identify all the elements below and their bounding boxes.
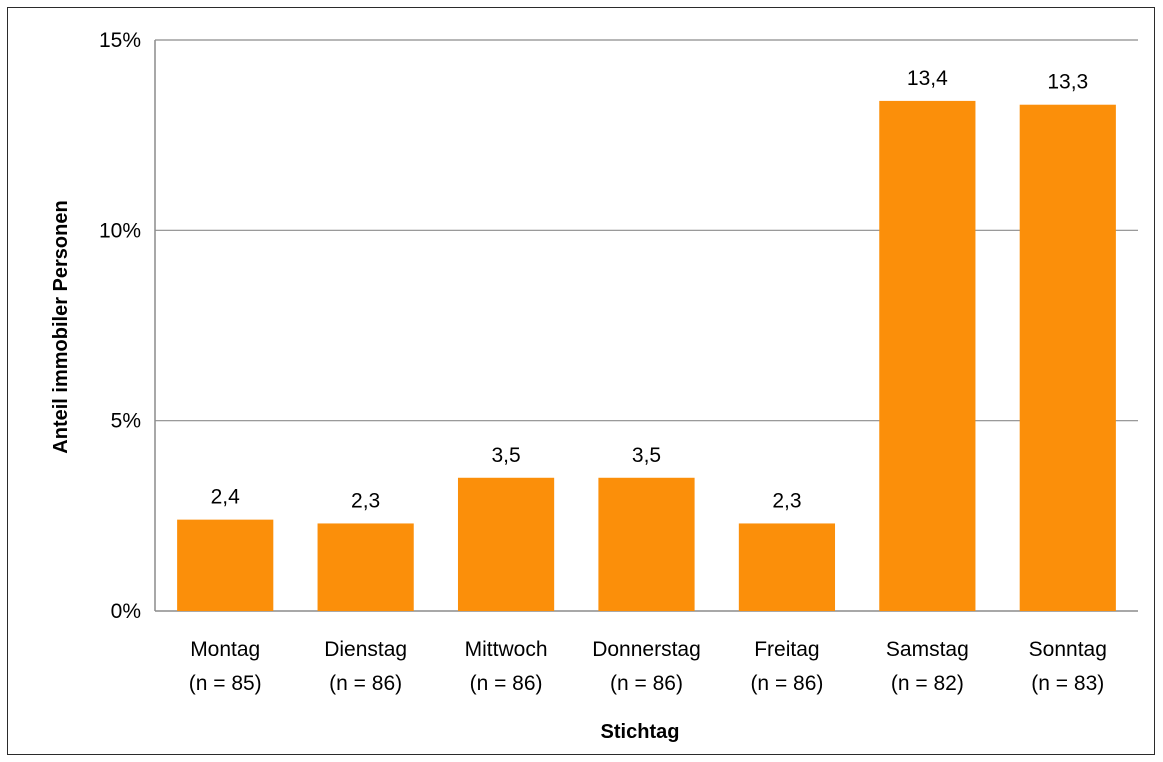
y-tick-label: 0% [111, 600, 141, 623]
x-tick-label: Freitag [754, 638, 819, 661]
data-label: 3,5 [491, 444, 520, 467]
bar [1019, 104, 1116, 612]
bars [177, 100, 1116, 612]
x-tick-sublabel: (n = 86) [329, 672, 402, 695]
x-tick-sublabel: (n = 86) [610, 672, 683, 695]
bar [457, 477, 555, 611]
y-tick-label: 15% [99, 29, 141, 52]
x-tick-labels: Montag (n = 85) Dienstag (n = 86) Mittwoch (n… [189, 638, 1107, 695]
bar [738, 523, 836, 611]
x-tick-sublabel: (n = 86) [470, 672, 543, 695]
x-tick-sublabel: (n = 86) [750, 672, 823, 695]
data-label: 2,4 [211, 486, 241, 509]
y-tick-label: 10% [99, 219, 141, 242]
bar [317, 523, 414, 611]
data-label: 2,3 [351, 489, 380, 512]
y-axis-title: Anteil immobiler Personen [50, 200, 72, 453]
x-tick-label: Mittwoch [465, 638, 548, 661]
bar [177, 519, 274, 611]
x-tick-label: Dienstag [324, 638, 407, 661]
bar [879, 100, 976, 611]
y-tick-label: 5% [111, 410, 141, 433]
data-label: 3,5 [632, 444, 661, 467]
x-tick-sublabel: (n = 85) [189, 672, 262, 695]
x-tick-label: Donnerstag [592, 638, 701, 661]
x-tick-sublabel: (n = 83) [1031, 672, 1104, 695]
y-tick-labels: 0% 5% 10% 15% [99, 29, 141, 623]
data-label: 2,3 [772, 489, 801, 512]
x-axis-title: Stichtag [601, 721, 680, 743]
data-label: 13,4 [907, 67, 948, 90]
data-labels: 2,4 2,3 3,5 3,5 2,3 13,4 13,3 [211, 67, 1089, 513]
x-tick-sublabel: (n = 82) [891, 672, 964, 695]
data-label: 13,3 [1047, 71, 1088, 94]
x-tick-label: Sonntag [1029, 638, 1107, 661]
bar [598, 477, 695, 611]
x-tick-label: Montag [190, 638, 260, 661]
x-tick-label: Samstag [886, 638, 969, 661]
